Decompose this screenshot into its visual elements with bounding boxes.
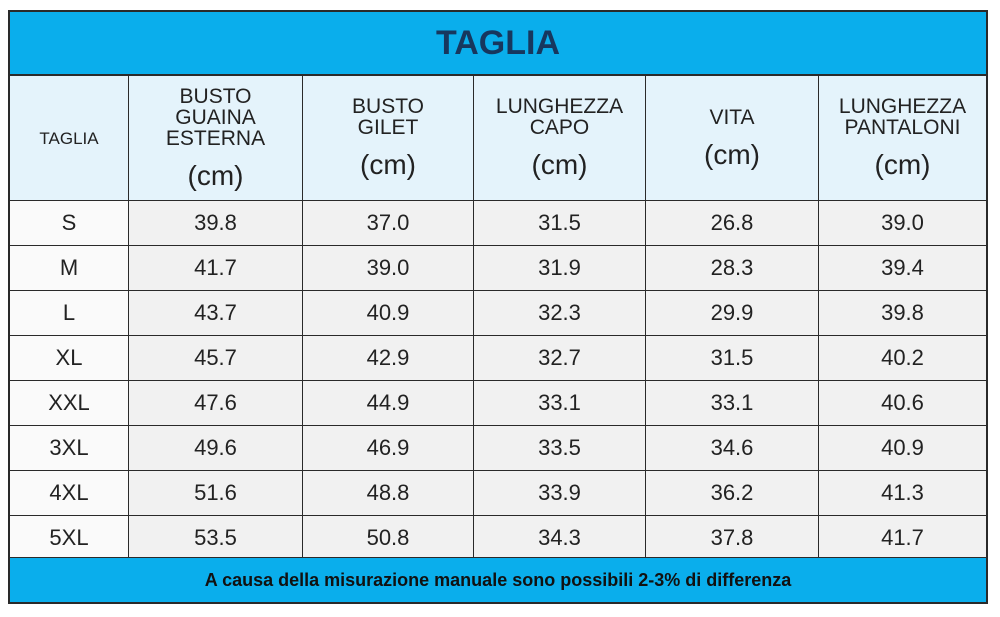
value-cell: 33.9 (474, 471, 646, 516)
value-cell: 48.8 (303, 471, 474, 516)
header-cell: LUNGHEZZA CAPO (cm) (474, 76, 646, 201)
value-cell: 33.1 (474, 381, 646, 426)
footer-note: A causa della misurazione manuale sono p… (10, 557, 986, 602)
value-cell: 39.8 (819, 291, 986, 336)
size-cell: 4XL (10, 471, 129, 516)
size-cell: S (10, 201, 129, 246)
value-cell: 32.7 (474, 336, 646, 381)
size-cell: XL (10, 336, 129, 381)
value-cell: 40.2 (819, 336, 986, 381)
value-cell: 37.0 (303, 201, 474, 246)
value-cell: 29.9 (646, 291, 819, 336)
size-table: TAGLIA TAGLIA BUSTO GUAINA ESTERNA (cm) BUSTO… (8, 10, 988, 604)
value-cell: 53.5 (129, 516, 303, 561)
header-line: LUNGHEZZA (838, 95, 967, 118)
size-cell: M (10, 246, 129, 291)
value-cell: 43.7 (129, 291, 303, 336)
header-unit: (cm) (187, 159, 244, 191)
header-cell: LUNGHEZZA PANTALONI (cm) (819, 76, 986, 201)
value-cell: 39.4 (819, 246, 986, 291)
table-title: TAGLIA (10, 12, 986, 76)
value-cell: 39.0 (303, 246, 474, 291)
value-cell: 31.5 (474, 201, 646, 246)
value-cell: 41.7 (819, 516, 986, 561)
header-line: TAGLIA (39, 128, 99, 148)
header-line: GILET (357, 116, 419, 139)
value-cell: 31.5 (646, 336, 819, 381)
value-cell: 26.8 (646, 201, 819, 246)
value-cell: 49.6 (129, 426, 303, 471)
header-unit: (cm) (874, 149, 931, 180)
value-cell: 40.6 (819, 381, 986, 426)
size-cell: XXL (10, 381, 129, 426)
header-line: VITA (709, 105, 755, 129)
value-cell: 28.3 (646, 246, 819, 291)
value-cell: 34.6 (646, 426, 819, 471)
value-cell: 50.8 (303, 516, 474, 561)
value-cell: 37.8 (646, 516, 819, 561)
value-cell: 33.5 (474, 426, 646, 471)
size-cell: 3XL (10, 426, 129, 471)
value-cell: 42.9 (303, 336, 474, 381)
header-cell: TAGLIA (10, 76, 129, 201)
header-line: BUSTO (352, 95, 424, 118)
value-cell: 47.6 (129, 381, 303, 426)
value-cell: 44.9 (303, 381, 474, 426)
header-unit: (cm) (360, 149, 416, 180)
table-grid: TAGLIA BUSTO GUAINA ESTERNA (cm) BUSTO GILET (c… (10, 76, 986, 561)
value-cell: 40.9 (303, 291, 474, 336)
value-cell: 51.6 (129, 471, 303, 516)
header-line: LUNGHEZZA (495, 95, 624, 118)
header-cell: VITA (cm) (646, 76, 819, 201)
header-line: BUSTO (179, 84, 252, 108)
header-cell: BUSTO GUAINA ESTERNA (cm) (129, 76, 303, 201)
value-cell: 41.3 (819, 471, 986, 516)
header-unit: (cm) (531, 149, 588, 180)
size-cell: 5XL (10, 516, 129, 561)
value-cell: 39.8 (129, 201, 303, 246)
size-cell: L (10, 291, 129, 336)
value-cell: 34.3 (474, 516, 646, 561)
header-unit: (cm) (704, 138, 760, 170)
header-line: GUAINA (175, 105, 256, 129)
value-cell: 39.0 (819, 201, 986, 246)
header-line: CAPO (529, 116, 590, 139)
header-line: ESTERNA (165, 126, 266, 150)
header-cell: BUSTO GILET (cm) (303, 76, 474, 201)
value-cell: 33.1 (646, 381, 819, 426)
value-cell: 31.9 (474, 246, 646, 291)
value-cell: 41.7 (129, 246, 303, 291)
value-cell: 40.9 (819, 426, 986, 471)
value-cell: 36.2 (646, 471, 819, 516)
value-cell: 46.9 (303, 426, 474, 471)
value-cell: 32.3 (474, 291, 646, 336)
header-line: PANTALONI (844, 116, 961, 139)
value-cell: 45.7 (129, 336, 303, 381)
